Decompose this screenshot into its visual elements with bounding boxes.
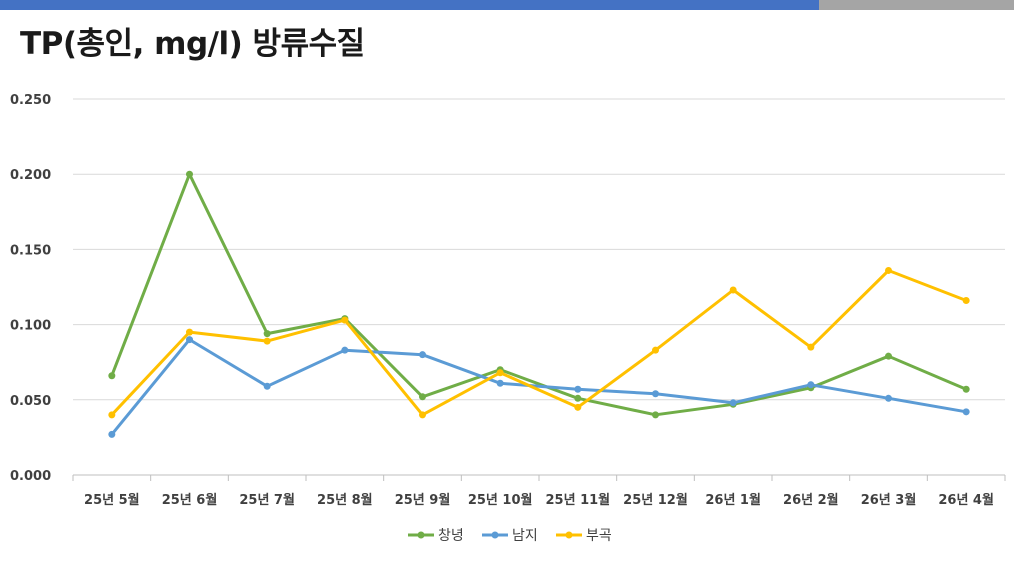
data-point-1-7 [652, 390, 659, 398]
data-point-2-9 [807, 343, 815, 351]
data-point-0-7 [652, 411, 659, 419]
header-accent-bar-blue [0, 0, 819, 10]
x-tick-label: 25년 6월 [162, 492, 218, 508]
data-point-0-2 [263, 330, 271, 338]
legend-label: 부곡 [586, 528, 612, 544]
chart-series-lines [110, 172, 968, 436]
data-point-2-1 [186, 328, 193, 336]
chart-series-points [108, 170, 970, 438]
x-tick-label: 26년 1월 [705, 492, 761, 508]
x-tick-label: 25년 9월 [395, 492, 451, 508]
data-point-1-6 [574, 385, 582, 393]
legend-label: 남지 [512, 528, 538, 544]
chart-legend: 창녕 남지 부곡 [408, 528, 612, 544]
y-tick-label: 0.250 [10, 93, 51, 108]
y-tick-label: 0.000 [10, 469, 51, 484]
data-point-2-11 [962, 297, 970, 305]
data-point-0-1 [186, 170, 193, 178]
x-tick-label: 25년 5월 [84, 492, 140, 508]
data-point-2-6 [574, 403, 582, 411]
legend-item: 창녕 [408, 528, 464, 544]
series-line-2 [110, 269, 968, 417]
legend-item: 부곡 [556, 528, 612, 544]
data-point-2-7 [652, 346, 659, 354]
data-point-2-5 [496, 369, 504, 377]
x-tick-label: 25년 7월 [239, 492, 295, 508]
legend-swatch-marker [491, 531, 499, 539]
data-point-1-5 [496, 379, 504, 387]
x-tick-label: 26년 3월 [861, 492, 917, 508]
data-point-1-8 [729, 399, 737, 407]
data-point-0-0 [108, 372, 116, 380]
x-tick-label: 26년 2월 [783, 492, 839, 508]
y-tick-label: 0.200 [10, 168, 51, 183]
data-point-0-4 [419, 393, 426, 401]
data-point-2-0 [108, 411, 116, 419]
x-tick-label: 25년 10월 [468, 492, 533, 508]
data-point-2-2 [263, 337, 271, 345]
data-point-2-4 [419, 411, 426, 419]
header-accent-bar-gray [819, 0, 1014, 10]
legend-swatch-marker [417, 531, 425, 539]
data-point-1-2 [263, 382, 271, 390]
x-tick-label: 26년 4월 [938, 492, 994, 508]
page-title: TP(총인, mg/l) 방류수질 [20, 26, 365, 62]
y-tick-label: 0.050 [10, 394, 51, 409]
chart-gridlines [72, 98, 1006, 481]
data-point-1-1 [186, 336, 193, 344]
data-point-0-10 [885, 352, 892, 360]
x-axis-ticks: 25년 5월 25년 6월 25년 7월 25년 8월 25년 9월 25년 10월 25년… [84, 492, 994, 508]
data-point-1-3 [341, 346, 349, 354]
series-line-0 [110, 172, 968, 417]
data-point-1-11 [962, 408, 970, 416]
data-point-2-8 [729, 286, 737, 294]
data-point-2-10 [885, 266, 892, 274]
x-tick-label: 25년 11월 [546, 492, 611, 508]
legend-item: 남지 [482, 528, 538, 544]
x-tick-label: 25년 8월 [317, 492, 373, 508]
data-point-1-10 [885, 394, 892, 402]
data-point-2-3 [341, 316, 349, 324]
data-point-1-4 [419, 351, 426, 359]
data-point-0-11 [962, 385, 970, 393]
legend-label: 창녕 [438, 528, 464, 544]
legend-swatch-marker [565, 531, 573, 539]
y-tick-label: 0.100 [10, 319, 51, 334]
data-point-0-6 [574, 394, 582, 402]
series-line-1 [110, 338, 968, 436]
y-tick-label: 0.150 [10, 243, 51, 258]
y-axis-ticks: 0.000 0.050 0.100 0.150 0.200 0.250 [10, 93, 51, 484]
data-point-1-9 [807, 381, 815, 389]
x-tick-label: 25년 12월 [623, 492, 688, 508]
data-point-1-0 [108, 430, 116, 438]
